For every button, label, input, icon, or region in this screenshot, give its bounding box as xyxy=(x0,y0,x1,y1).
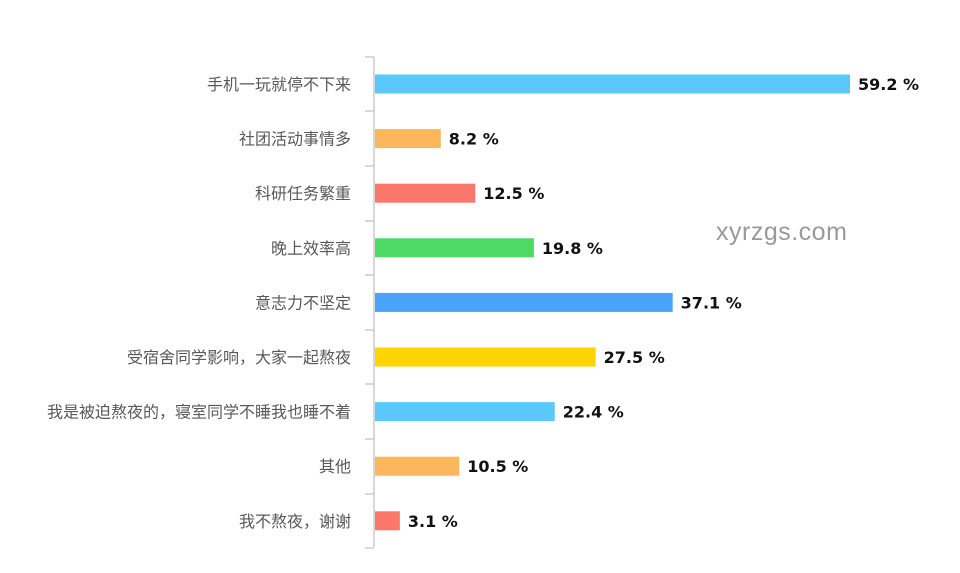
bar xyxy=(375,402,555,422)
category-label: 我不熬夜，谢谢 xyxy=(239,512,351,531)
bar xyxy=(375,456,460,476)
category-label: 手机一玩就停不下来 xyxy=(207,75,351,94)
value-label: 37.1 % xyxy=(681,293,742,312)
bar xyxy=(375,74,850,94)
value-label: 22.4 % xyxy=(563,403,624,422)
category-label: 受宿舍同学影响，大家一起熬夜 xyxy=(127,348,351,367)
watermark-text: xyrzgs.com xyxy=(716,218,848,246)
bar xyxy=(375,129,441,149)
value-label: 3.1 % xyxy=(408,512,458,531)
bar xyxy=(375,292,673,312)
category-label: 科研任务繁重 xyxy=(255,184,351,203)
bar xyxy=(375,511,400,531)
category-label: 晚上效率高 xyxy=(271,239,351,258)
value-label: 8.2 % xyxy=(449,130,499,149)
value-label: 27.5 % xyxy=(604,348,665,367)
category-labels: 手机一玩就停不下来社团活动事情多科研任务繁重晚上效率高意志力不坚定受宿舍同学影响… xyxy=(47,75,351,531)
category-label: 意志力不坚定 xyxy=(255,293,351,312)
category-label: 我是被迫熬夜的，寝室同学不睡我也睡不着 xyxy=(47,403,351,422)
category-axis xyxy=(365,56,375,549)
bar xyxy=(375,238,534,258)
value-label: 12.5 % xyxy=(483,184,544,203)
category-label: 社团活动事情多 xyxy=(239,130,351,149)
category-label: 其他 xyxy=(319,457,351,476)
value-labels: 59.2 % 8.2 % 12.5 % 19.8 % 37.1 % 27.5 % 22.4 … xyxy=(408,75,919,531)
value-label: 19.8 % xyxy=(542,239,603,258)
bar xyxy=(375,183,476,203)
bar xyxy=(375,347,596,367)
value-label: 10.5 % xyxy=(467,457,528,476)
value-label: 59.2 % xyxy=(858,75,919,94)
bar-series xyxy=(375,74,850,531)
